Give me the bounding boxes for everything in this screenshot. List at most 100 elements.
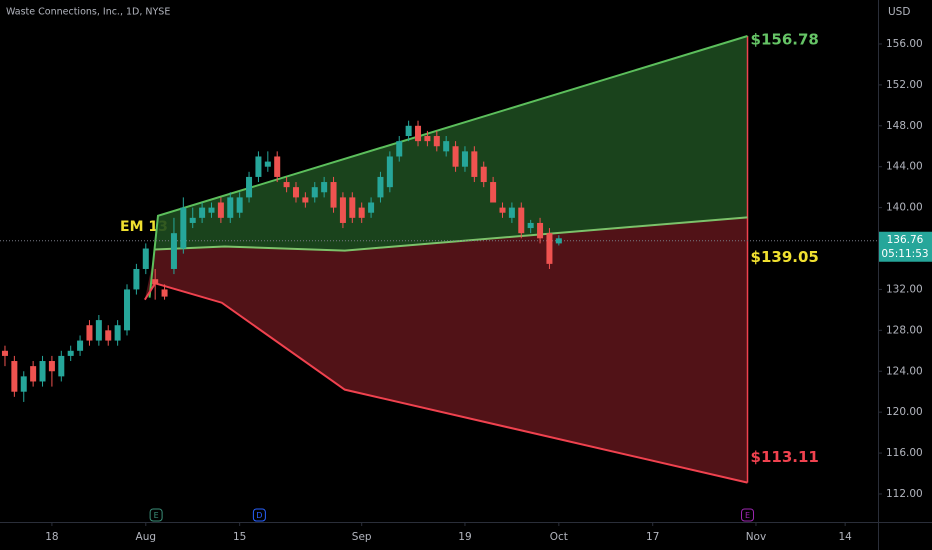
candle-body [20,376,27,392]
candle-body [330,182,337,208]
y-tick-label: 152.00 [886,79,923,91]
y-tick-label: 140.00 [886,202,923,214]
candle-body [274,156,281,177]
candle-body [292,187,299,198]
y-tick-label: 132.00 [886,283,923,295]
band-label: $113.11 [751,448,819,466]
event-label: E [745,511,750,520]
candle-body [499,207,506,213]
candle-body [133,268,140,290]
candle-body [227,197,234,218]
candle-body [555,238,562,244]
candle-body [124,289,131,331]
candle-body [114,325,121,341]
candle-body [546,233,553,264]
candle-body [339,197,346,223]
band-line [144,282,748,484]
candle-body [105,330,112,341]
candle-body [180,207,187,249]
candle-body [246,176,253,198]
candle-body [39,361,46,382]
candle-body [30,366,37,382]
x-tick-label: 14 [838,531,852,543]
price-box-label: 136.76 [887,234,924,246]
band-fill [144,217,748,483]
candle-body [415,125,422,142]
candle-body [471,151,478,177]
candle-body [11,361,18,392]
countdown: 05:11:53 [881,248,928,260]
y-tick-label: 112.00 [886,488,923,500]
candle-body [452,146,459,167]
band-line [155,216,748,252]
candle-body [480,166,487,183]
candle-body [386,156,393,188]
candle-body [443,141,450,152]
candle-body [152,279,159,285]
candle-body [433,136,440,147]
candle-body [424,136,431,142]
currency-label: USD [888,6,910,18]
band-label: $139.05 [751,248,819,266]
candle-body [208,207,215,213]
candle-body [527,222,534,229]
candle-body [236,197,243,213]
candle-body [302,197,309,203]
event-label: E [154,511,159,520]
candle-body [283,182,290,188]
event-marker [252,508,266,522]
price-box [879,231,932,262]
y-tick-label: 116.00 [886,447,923,459]
candle-body [170,233,177,269]
y-tick-label: 148.00 [886,120,923,132]
candle-body [86,325,93,341]
chart-title: Waste Connections, Inc., 1D, NYSE [6,7,170,18]
candle-body [349,197,356,218]
event-label: D [256,511,262,520]
candle-body [1,350,8,356]
band-line [148,35,748,298]
y-tick-label: 128.00 [886,324,923,336]
candle-body [95,320,102,341]
candle-body [377,176,384,198]
candle-body [311,187,318,198]
event-marker [149,508,163,522]
candle-body [161,289,168,297]
candle-body [199,207,206,218]
candle-body [405,125,412,137]
candle-body [321,182,328,193]
y-tick-label: 124.00 [886,365,923,377]
candle-body [368,202,375,213]
candle-body [67,350,74,356]
candle-body [396,141,403,157]
candle-body [490,182,497,203]
x-tick-label: 19 [458,531,471,543]
candle-body [48,361,55,372]
candle-body [537,222,544,239]
band-label: $156.78 [751,31,819,49]
candle-body [358,207,365,218]
x-tick-label: 18 [45,531,58,543]
candle-body [77,340,84,351]
candle-body [189,217,196,223]
candle-body [142,248,149,269]
y-tick-label: 156.00 [886,38,923,50]
candle-body [508,207,515,218]
x-tick-label: Aug [136,531,157,543]
candle-body [255,156,262,177]
x-tick-label: Nov [746,531,767,543]
x-tick-label: Oct [550,531,568,543]
candle-body [58,355,65,377]
y-tick-label: 120.00 [886,406,923,418]
candle-body [264,161,271,167]
candle-body [217,202,224,218]
x-tick-label: 15 [233,531,246,543]
event-marker [741,508,755,522]
band-fill [149,36,748,298]
candle-body [461,151,468,167]
x-tick-label: 17 [646,531,659,543]
candle-body [518,207,525,234]
x-tick-label: Sep [352,531,372,543]
y-tick-label: 144.00 [886,161,923,173]
